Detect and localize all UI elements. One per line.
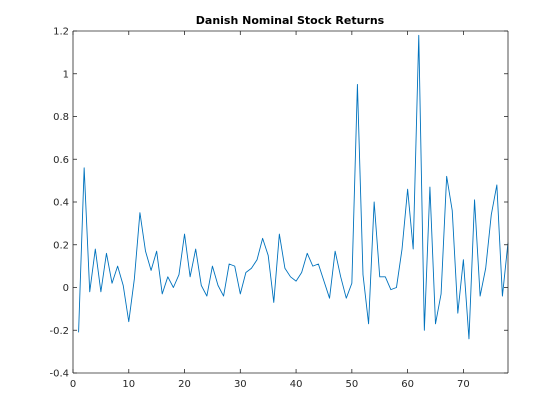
y-tick-label: -0.2 xyxy=(49,326,69,337)
series-line-1 xyxy=(78,34,509,340)
y-tick-label: 1.2 xyxy=(53,27,69,38)
x-tick-label: 20 xyxy=(178,379,191,390)
x-tick-label: 40 xyxy=(290,379,303,390)
x-tick-label: 50 xyxy=(345,379,358,390)
x-tick-label: 10 xyxy=(122,379,135,390)
y-tick-label: 1 xyxy=(63,69,69,80)
y-axis: -0.4 -0.2 0 0.2 0.4 0.6 0.8 1 1.2 xyxy=(49,27,508,380)
x-axis: 0 10 20 30 40 50 60 70 xyxy=(70,31,470,390)
y-tick-label: 0.8 xyxy=(53,112,69,123)
y-tick-label: 0 xyxy=(63,283,69,294)
series-layer xyxy=(78,34,509,340)
x-tick-label: 0 xyxy=(70,379,76,390)
chart-title: Danish Nominal Stock Returns xyxy=(196,14,385,27)
plot-area xyxy=(73,31,508,373)
x-tick-label: 60 xyxy=(401,379,414,390)
y-tick-label: -0.4 xyxy=(49,369,69,380)
y-tick-label: 0.6 xyxy=(53,155,69,166)
x-tick-label: 30 xyxy=(234,379,247,390)
x-tick-label: 70 xyxy=(457,379,470,390)
y-tick-label: 0.2 xyxy=(53,240,69,251)
y-tick-label: 0.4 xyxy=(53,198,69,209)
